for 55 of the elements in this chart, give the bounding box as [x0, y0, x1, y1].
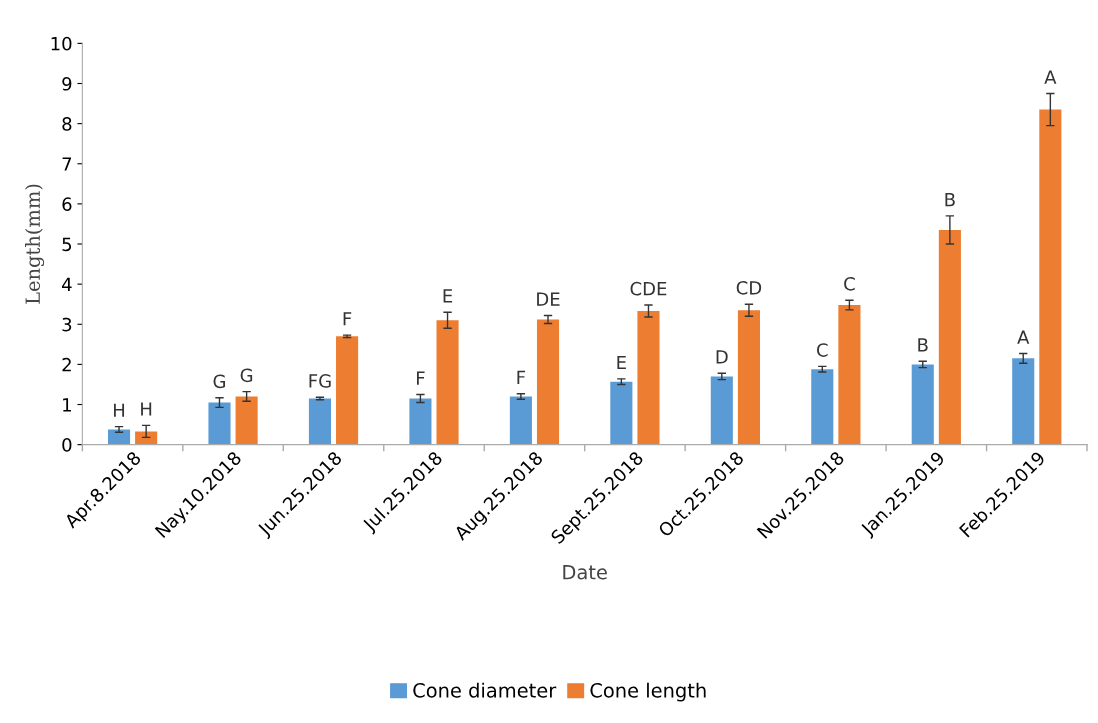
bar [911, 364, 934, 445]
data-label: A [1017, 330, 1030, 344]
data-label: CDE [630, 281, 667, 296]
data-label: G [213, 374, 225, 389]
bar [436, 320, 459, 445]
bar [811, 369, 834, 445]
bar [1039, 109, 1062, 445]
bar [509, 396, 532, 445]
bar [737, 310, 760, 445]
legend-label: Cone diameter [413, 682, 557, 698]
y-tick-label: 7 [62, 157, 72, 171]
data-label: D [716, 350, 728, 364]
y-tick-label: 0 [62, 438, 72, 452]
bar [135, 431, 158, 445]
y-tick-label: 2 [62, 357, 71, 372]
bar [409, 398, 432, 445]
data-label: F [417, 371, 425, 385]
y-tick-label: 3 [62, 317, 72, 332]
data-label: B [945, 192, 955, 207]
data-label: E [617, 355, 626, 370]
data-label: FG [309, 374, 331, 388]
bar [610, 381, 633, 445]
legend-label: Cone length [590, 682, 706, 702]
y-tick-label: 1 [63, 398, 71, 412]
bar [107, 429, 131, 445]
data-label: H [141, 402, 152, 416]
y-axis-title: Length(mm) [25, 184, 45, 304]
bar [336, 336, 359, 445]
data-label: F [343, 312, 352, 326]
bar [838, 305, 861, 445]
y-tick-label: 9 [62, 76, 72, 91]
bar [938, 229, 961, 445]
bar [536, 319, 560, 445]
y-tick-label: 4 [62, 277, 72, 291]
y-tick-label: 10 [51, 36, 72, 51]
data-label: DE [537, 292, 560, 306]
data-label: E [443, 289, 453, 303]
y-tick-label: 5 [62, 237, 72, 252]
data-label: A [1044, 70, 1057, 84]
bar [1012, 358, 1035, 445]
x-axis-title: Date [563, 565, 607, 580]
data-label: CD [736, 281, 762, 295]
data-label: C [844, 277, 855, 291]
data-label: H [114, 403, 125, 417]
data-label: B [918, 338, 928, 352]
bar [637, 311, 660, 445]
data-label: G [240, 368, 253, 383]
bar [208, 402, 231, 445]
y-tick-label: 6 [62, 197, 72, 211]
bar [308, 398, 332, 445]
bar [710, 376, 733, 445]
bar [235, 396, 258, 445]
data-label: C [817, 343, 828, 357]
data-label: F [517, 370, 526, 384]
y-tick-label: 8 [62, 117, 72, 131]
